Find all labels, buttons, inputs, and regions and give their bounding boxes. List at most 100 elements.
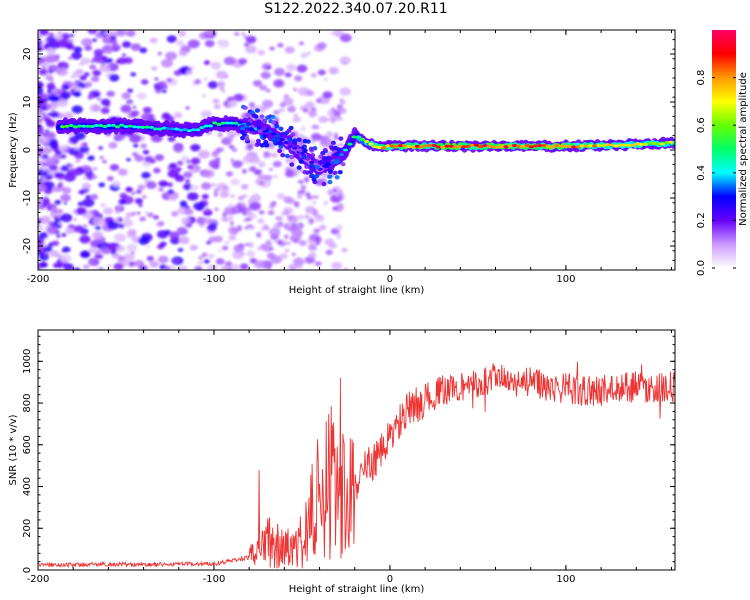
ridge-core: [511, 143, 518, 147]
noise-speckle: [338, 142, 344, 147]
noise-speckle: [248, 201, 261, 211]
noise-speckle: [45, 36, 56, 44]
noise-speckle: [69, 34, 74, 37]
y-tick-label: 20: [22, 48, 33, 61]
noise-speckle: [92, 69, 102, 77]
noise-speckle: [217, 132, 223, 138]
ridge-core: [372, 145, 378, 149]
noise-speckle: [108, 74, 120, 82]
noise-speckle: [190, 184, 199, 191]
noise-speckle: [308, 252, 317, 259]
noise-speckle: [100, 98, 111, 106]
noise-speckle: [298, 41, 305, 46]
noise-speckle: [60, 213, 73, 223]
noise-speckle: [77, 201, 84, 207]
noise-speckle: [202, 209, 213, 217]
noise-speckle: [126, 187, 132, 191]
ridge-core: [127, 124, 133, 128]
noise-speckle: [183, 171, 193, 179]
ridge-core: [212, 121, 218, 125]
noise-speckle: [43, 197, 50, 202]
noise-speckle: [48, 101, 59, 109]
noise-speckle: [204, 39, 215, 48]
noise-speckle: [100, 203, 106, 208]
ridge-spread: [245, 112, 251, 118]
noise-speckle: [53, 216, 60, 221]
noise-speckle: [102, 159, 107, 164]
noise-speckle: [258, 108, 264, 114]
noise-speckle: [60, 165, 69, 172]
noise-speckle: [300, 184, 306, 189]
noise-speckle: [145, 181, 157, 189]
ridge-spread: [308, 146, 314, 152]
ridge-core: [482, 143, 488, 147]
ridge-core: [617, 143, 623, 147]
noise-speckle: [256, 232, 262, 238]
noise-speckle: [138, 236, 150, 245]
noise-speckle: [288, 264, 297, 270]
noise-speckle: [241, 201, 246, 206]
ridge-spread: [327, 174, 333, 179]
noise-speckle: [79, 235, 91, 244]
noise-speckle: [246, 224, 254, 228]
noise-speckle: [234, 31, 240, 36]
ridge-core: [119, 123, 125, 127]
noise-speckle: [316, 214, 323, 219]
noise-speckle: [38, 44, 43, 53]
noise-speckle: [243, 42, 250, 47]
noise-speckle: [283, 94, 290, 99]
noise-speckle: [127, 228, 137, 236]
ridge-core: [207, 124, 214, 128]
noise-speckle: [257, 218, 265, 224]
noise-speckle: [54, 34, 63, 41]
noise-speckle: [154, 77, 159, 81]
noise-speckle: [185, 222, 193, 228]
ridge-spread: [290, 132, 296, 137]
noise-speckle: [149, 37, 158, 44]
noise-speckle: [272, 160, 282, 168]
noise-speckle: [44, 42, 52, 49]
noise-speckle: [89, 64, 97, 70]
noise-speckle: [139, 47, 148, 54]
noise-speckle: [93, 49, 104, 57]
ridge-core: [190, 128, 197, 132]
noise-speckle: [74, 146, 79, 150]
y-tick-label: 800: [22, 393, 33, 412]
noise-speckle: [342, 61, 347, 65]
noise-speckle: [304, 214, 310, 220]
noise-speckle: [210, 61, 222, 70]
noise-speckle: [222, 211, 227, 218]
noise-speckle: [189, 244, 198, 251]
ridge-spread: [340, 162, 346, 167]
noise-speckle: [44, 54, 57, 64]
snr-line: [38, 361, 675, 569]
noise-speckle: [185, 179, 190, 183]
noise-speckle: [284, 249, 290, 253]
noise-speckle: [78, 145, 90, 154]
y-tick-label: 400: [22, 477, 33, 496]
noise-speckle: [90, 59, 95, 63]
noise-speckle: [270, 201, 277, 206]
noise-speckle: [325, 131, 333, 138]
ridge-spread: [301, 154, 307, 160]
plot-area: [38, 330, 675, 570]
ridge-core: [376, 145, 382, 149]
noise-speckle: [153, 167, 161, 174]
noise-speckle: [284, 170, 296, 178]
noise-speckle: [294, 117, 302, 122]
noise-speckle: [190, 157, 201, 165]
noise-speckle: [175, 40, 185, 47]
ridge-spread: [277, 140, 283, 146]
noise-speckle: [134, 198, 144, 205]
y-axis-label: Frequency (Hz): [8, 112, 19, 188]
y-tick-label: 200: [22, 519, 33, 538]
noise-speckle: [65, 175, 75, 182]
noise-speckle: [110, 39, 118, 45]
noise-speckle: [38, 39, 43, 44]
ridge-core: [549, 145, 556, 149]
noise-speckle: [187, 164, 194, 170]
noise-speckle: [116, 245, 126, 252]
noise-speckle: [38, 224, 44, 232]
noise-speckle: [38, 55, 41, 58]
ridge-core: [389, 144, 395, 148]
